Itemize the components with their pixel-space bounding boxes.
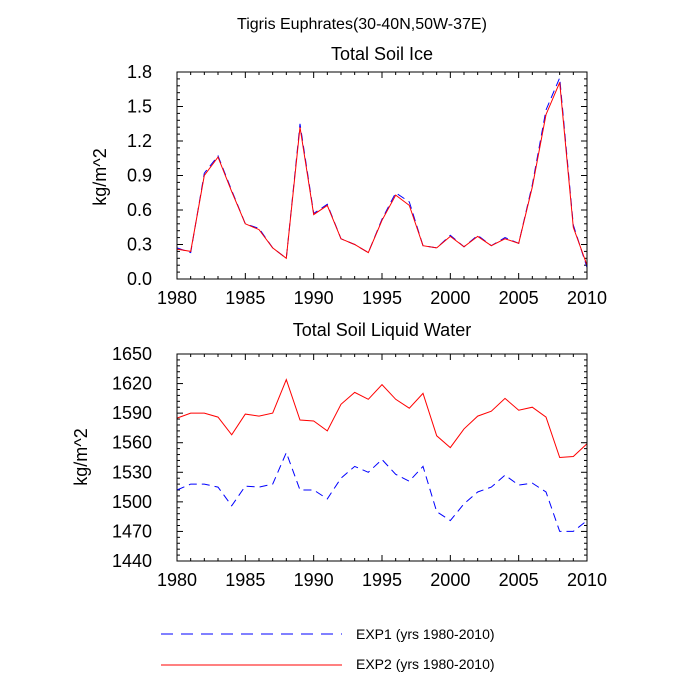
soil-liquid-water-xtick-label: 1985 [225, 570, 265, 590]
panel-soil-ice-marks: 1980 1985 1990 1995 2000 2005 2010 0.0 0.3 0.6 0.9… [127, 62, 607, 308]
soil-ice-ytick-label: 0.3 [127, 235, 152, 255]
panel-soil-ice: Total Soil Ice kg/m^2 1980 1985 1990 1995 20… [90, 44, 607, 308]
panel-soil-liquid-water-ylabel: kg/m^2 [71, 428, 91, 485]
soil-ice-ytick-label: 1.2 [127, 131, 152, 151]
soil-liquid-water-ytick-label: 1560 [112, 433, 152, 453]
soil-ice-xtick-label: 2005 [499, 288, 539, 308]
soil-ice-ytick-label: 0.9 [127, 166, 152, 186]
soil-liquid-water-xtick-label: 1990 [294, 570, 334, 590]
soil-ice-xtick-label: 1995 [362, 288, 402, 308]
soil-liquid-water-ytick-label: 1440 [112, 551, 152, 571]
legend: EXP1 (yrs 1980-2010) EXP2 (yrs 1980-2010… [161, 626, 495, 672]
soil-liquid-water-ytick-label: 1530 [112, 462, 152, 482]
legend-exp2-label: EXP2 (yrs 1980-2010) [356, 656, 495, 672]
panel-soil-liquid-water-marks: 1980 1985 1990 1995 2000 2005 2010 1440 1470 1500… [112, 344, 607, 590]
soil-ice-xtick-label: 2000 [430, 288, 470, 308]
soil-ice-series-exp1-line [176, 77, 588, 268]
soil-liquid-water-ytick-label: 1620 [112, 374, 152, 394]
panel-soil-liquid-water-frame [176, 353, 588, 562]
soil-ice-xtick-label: 2010 [567, 288, 607, 308]
panel-soil-liquid-water: Total Soil Liquid Water kg/m^2 1980 1985 1… [71, 320, 607, 590]
panel-soil-ice-title: Total Soil Ice [331, 44, 433, 64]
soil-ice-xtick-label: 1985 [225, 288, 265, 308]
soil-liquid-water-xtick-label: 2000 [430, 570, 470, 590]
soil-ice-xtick-label: 1980 [157, 288, 197, 308]
soil-liquid-water-ytick-label: 1590 [112, 403, 152, 423]
figure-title: Tigris Euphrates(30-40N,50W-37E) [237, 16, 487, 33]
soil-liquid-water-xtick-label: 1980 [157, 570, 197, 590]
soil-liquid-water-series-exp1-line [176, 451, 588, 532]
legend-exp1-label: EXP1 (yrs 1980-2010) [356, 626, 495, 642]
panel-soil-ice-frame [176, 71, 588, 280]
soil-ice-xtick-label: 1990 [294, 288, 334, 308]
soil-liquid-water-xtick-label: 2010 [567, 570, 607, 590]
panel-soil-liquid-water-title: Total Soil Liquid Water [293, 320, 471, 340]
panel-soil-ice-ylabel: kg/m^2 [90, 148, 110, 205]
soil-liquid-water-xtick-label: 1995 [362, 570, 402, 590]
soil-liquid-water-ytick-label: 1470 [112, 521, 152, 541]
soil-ice-ytick-label: 1.5 [127, 97, 152, 117]
soil-ice-series-exp2-line [176, 82, 588, 266]
soil-liquid-water-ytick-label: 1650 [112, 344, 152, 364]
soil-ice-ytick-label: 0.6 [127, 200, 152, 220]
soil-liquid-water-xtick-label: 2005 [499, 570, 539, 590]
soil-liquid-water-series-exp2-line [176, 378, 588, 459]
soil-ice-ytick-label: 1.8 [127, 62, 152, 82]
soil-liquid-water-ytick-label: 1500 [112, 492, 152, 512]
soil-ice-ytick-label: 0.0 [127, 269, 152, 289]
